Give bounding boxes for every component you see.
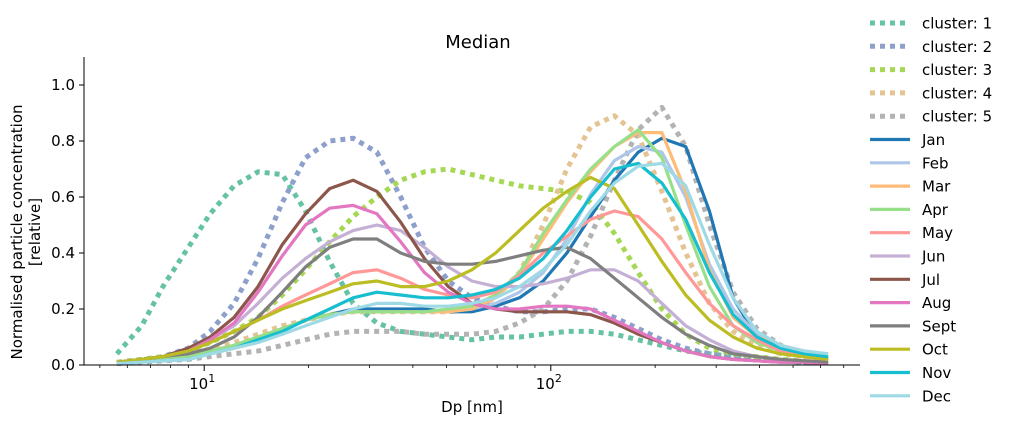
series-line-oct — [116, 175, 829, 364]
series-line-dec — [116, 161, 829, 366]
y-axis-label: Normalised particle concentration [relat… — [8, 105, 44, 360]
series-line-apr — [116, 128, 829, 364]
y-axis-label-line-2: [relative] — [26, 198, 44, 266]
legend-label: cluster: 2 — [922, 38, 992, 56]
axes — [83, 57, 860, 366]
legend-label: May — [922, 224, 953, 242]
series-line-jun — [116, 223, 829, 364]
legend-label: Dec — [922, 387, 951, 405]
y-tick-label: 0.2 — [51, 300, 75, 318]
legend-label: Feb — [922, 154, 949, 172]
y-tick-label: 0.8 — [51, 132, 75, 150]
legend-label: Sept — [922, 317, 956, 335]
legend-label: Jun — [921, 248, 945, 266]
y-tick-label: 0.4 — [51, 244, 75, 262]
y-tick-label: 1.0 — [51, 76, 75, 94]
y-tick-label: 0.0 — [51, 356, 75, 374]
legend-label: cluster: 4 — [922, 84, 992, 102]
legend-label: Mar — [922, 178, 951, 196]
y-tick-label: 0.6 — [51, 188, 75, 206]
x-axis-label: Dp [nm] — [441, 398, 503, 416]
legend-label: cluster: 3 — [922, 61, 992, 79]
legend-label: cluster: 1 — [922, 15, 992, 33]
legend-label: Aug — [922, 294, 951, 312]
legend-label: Oct — [922, 341, 948, 359]
series-line-cluster-1 — [115, 169, 829, 365]
legend-label: Apr — [922, 201, 949, 219]
chart-title: Median — [445, 32, 510, 53]
series-line-sept — [116, 237, 829, 364]
plot-area — [115, 104, 829, 367]
axis-ticks: 0.0 0.2 0.4 0.6 0.8 1.0 101 102 — [51, 76, 845, 393]
legend-label: cluster: 5 — [922, 108, 992, 126]
legend-label: Nov — [922, 364, 951, 382]
legend-label: Jul — [921, 271, 940, 289]
y-axis-label-line-1: Normalised particle concentration — [8, 105, 26, 360]
legend: cluster: 1 cluster: 2 cluster: 3 cluster: 4… — [870, 15, 992, 405]
x-tick-label: 102 — [536, 372, 562, 393]
x-tick-label: 101 — [189, 372, 215, 393]
legend-label: Jan — [921, 131, 945, 149]
